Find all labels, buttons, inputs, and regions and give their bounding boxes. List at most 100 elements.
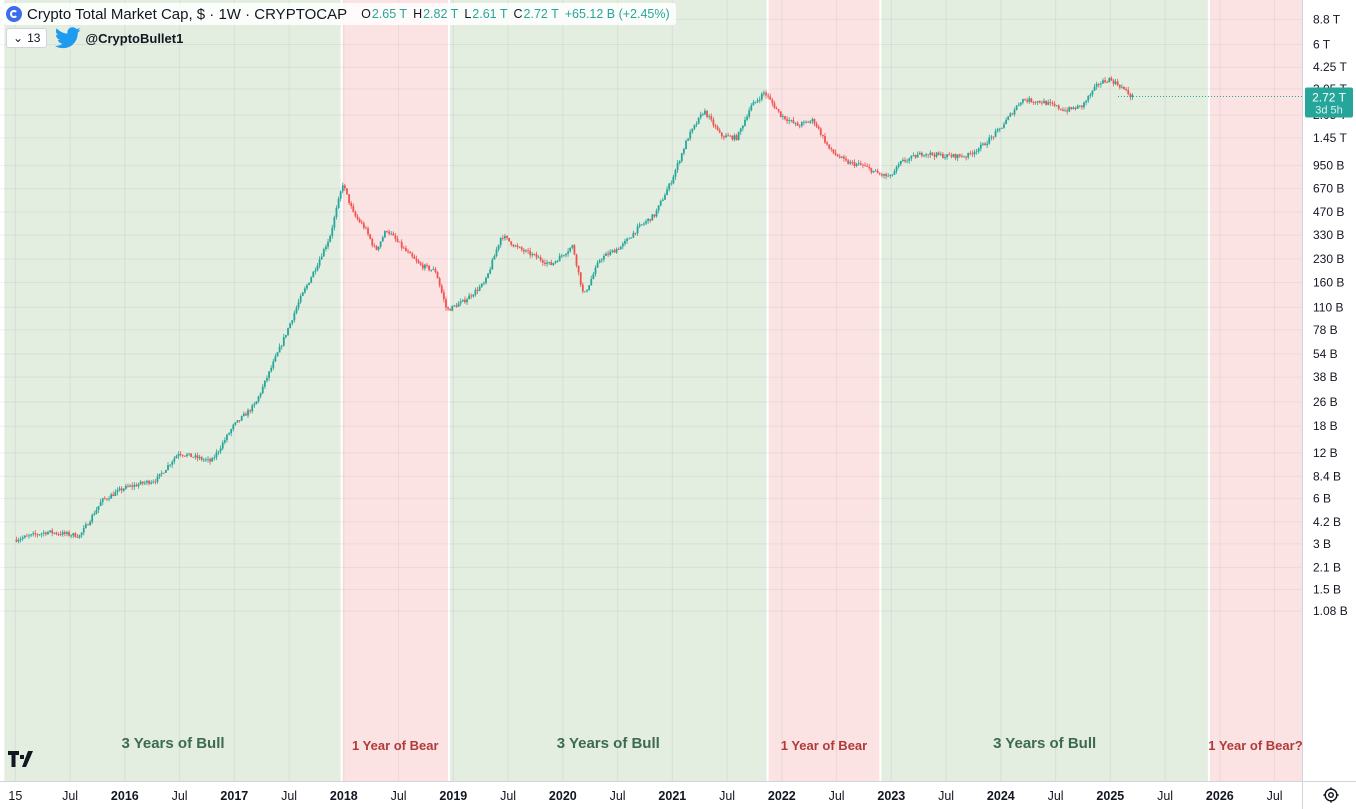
candle-body <box>247 410 249 416</box>
candle-body <box>110 494 113 499</box>
y-tick-label: 6 B <box>1313 491 1331 505</box>
candle-body <box>718 130 721 133</box>
candle-body <box>720 132 723 137</box>
candle-body <box>739 128 742 132</box>
candle-body <box>392 233 395 236</box>
cryptocap-logo-icon <box>6 6 22 22</box>
candle-body <box>577 265 580 273</box>
x-tick-label: 2017 <box>220 789 248 803</box>
candle-body <box>781 116 784 117</box>
candle-body <box>1123 86 1125 90</box>
candle-body <box>586 290 588 292</box>
candle-body <box>548 261 551 263</box>
twitter-handle: @CryptoBullet1 <box>85 30 184 46</box>
candle-body <box>685 140 687 150</box>
candle-body <box>426 264 428 266</box>
candle-body <box>788 120 791 122</box>
candle-body <box>255 401 258 405</box>
chart-title: Crypto Total Market Cap, $ · 1W · CRYPTO… <box>27 5 348 23</box>
region-bull-4 <box>880 0 1209 781</box>
candle-body <box>584 291 586 293</box>
y-axis-panel <box>1302 0 1356 809</box>
candle-body <box>293 313 296 321</box>
candle-body <box>103 498 106 500</box>
y-tick-label: 6 T <box>1313 38 1331 52</box>
region-bear-5 <box>1208 0 1302 781</box>
candle-body <box>849 161 852 164</box>
candle-body <box>470 295 473 297</box>
gear-icon[interactable] <box>1322 786 1340 804</box>
candle-body <box>990 136 993 138</box>
candle-body <box>1110 78 1113 81</box>
candle-body <box>482 282 485 284</box>
candle-body <box>449 308 452 311</box>
candle-body <box>893 171 896 175</box>
candle-body <box>400 242 403 248</box>
candle-body <box>23 535 26 538</box>
candle-body <box>421 264 424 269</box>
candle-body <box>320 256 323 260</box>
candle-body <box>405 248 407 252</box>
candle-body <box>234 422 237 425</box>
candle-body <box>636 226 639 234</box>
candle-body <box>541 260 544 263</box>
candle-body <box>1015 105 1018 110</box>
candle-body <box>611 250 614 252</box>
candle-body <box>965 156 967 158</box>
candle-body <box>923 155 925 157</box>
candle-body <box>533 254 536 255</box>
candle-body <box>691 128 694 132</box>
candle-body <box>173 458 176 462</box>
candle-body <box>963 156 965 158</box>
candle-body <box>377 246 380 250</box>
candle-body <box>581 284 584 292</box>
candle-body <box>251 405 254 412</box>
candle-body <box>1078 105 1081 107</box>
candle-body <box>297 302 300 308</box>
candle-body <box>1005 119 1007 125</box>
x-tick-label: 15 <box>8 789 22 803</box>
candle-body <box>358 219 361 223</box>
region-bull-0 <box>4 0 342 781</box>
candle-body <box>640 224 643 226</box>
candle-body <box>1040 102 1043 104</box>
candle-body <box>653 214 656 217</box>
candle-body <box>670 183 673 185</box>
candle-body <box>133 484 136 487</box>
candle-body <box>855 163 858 166</box>
candle-body <box>373 245 376 247</box>
candle-body <box>876 170 879 174</box>
candle-body <box>232 424 235 430</box>
candle-body <box>19 538 22 541</box>
candle-body <box>596 262 599 268</box>
candle-body <box>504 236 506 239</box>
candle-body <box>44 532 47 535</box>
candle-body <box>55 532 58 535</box>
candle-body <box>862 164 864 166</box>
candle-body <box>240 416 243 421</box>
candle-body <box>129 485 131 487</box>
candle-body <box>325 246 327 250</box>
candle-body <box>895 166 898 172</box>
candle-body <box>567 251 569 254</box>
candle-body <box>699 114 702 118</box>
candle-body <box>914 155 917 158</box>
candle-body <box>1129 94 1132 98</box>
candle-body <box>278 346 281 353</box>
candle-body <box>889 174 892 176</box>
candle-body <box>573 245 576 255</box>
candle-body <box>333 217 336 228</box>
indicators-toggle-button[interactable]: ⌄ 13 <box>6 28 48 48</box>
candle-body <box>624 240 626 244</box>
candle-body <box>177 454 180 456</box>
candle-body <box>767 95 770 97</box>
price-badge-countdown: 3d 5h <box>1315 105 1343 117</box>
candle-body <box>994 131 997 137</box>
change-value: +65.12 B (+2.45%) <box>564 7 670 21</box>
tradingview-logo-icon <box>8 751 33 767</box>
candle-body <box>792 120 795 124</box>
candle-body <box>272 361 275 368</box>
x-tick-label: 2018 <box>330 789 358 803</box>
